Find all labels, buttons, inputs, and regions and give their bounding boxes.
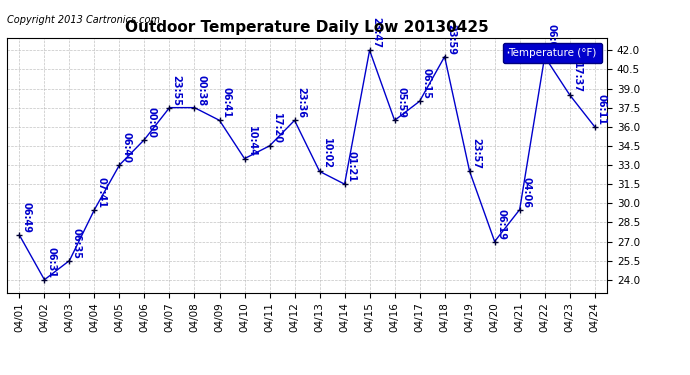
Text: 06:41: 06:41 <box>221 87 232 118</box>
Text: 00:38: 00:38 <box>197 75 206 106</box>
Text: 04:06: 04:06 <box>522 177 532 208</box>
Text: 01:21: 01:21 <box>346 151 357 182</box>
Title: Outdoor Temperature Daily Low 20130425: Outdoor Temperature Daily Low 20130425 <box>125 20 489 35</box>
Legend: Temperature (°F): Temperature (°F) <box>503 43 602 63</box>
Text: 06:19: 06:19 <box>497 209 506 240</box>
Text: 17:37: 17:37 <box>572 62 582 93</box>
Text: 06:15: 06:15 <box>422 68 432 99</box>
Text: Copyright 2013 Cartronics.com: Copyright 2013 Cartronics.com <box>7 15 160 25</box>
Text: 10:02: 10:02 <box>322 138 332 170</box>
Text: 07:41: 07:41 <box>97 177 106 208</box>
Text: 23:59: 23:59 <box>446 24 457 55</box>
Text: 23:47: 23:47 <box>372 17 382 48</box>
Text: 06:31: 06:31 <box>46 247 57 278</box>
Text: 17:20: 17:20 <box>272 113 282 144</box>
Text: 06:11: 06:11 <box>597 94 607 125</box>
Text: 06:35: 06:35 <box>72 228 81 259</box>
Text: 06:49: 06:49 <box>21 202 32 233</box>
Text: 23:55: 23:55 <box>172 75 181 106</box>
Text: 05:59: 05:59 <box>397 87 406 118</box>
Text: 06:40: 06:40 <box>121 132 132 163</box>
Text: 23:57: 23:57 <box>472 138 482 170</box>
Text: 06:00: 06:00 <box>546 24 557 55</box>
Text: 10:44: 10:44 <box>246 126 257 157</box>
Text: 00:00: 00:00 <box>146 106 157 138</box>
Text: 23:36: 23:36 <box>297 87 306 118</box>
